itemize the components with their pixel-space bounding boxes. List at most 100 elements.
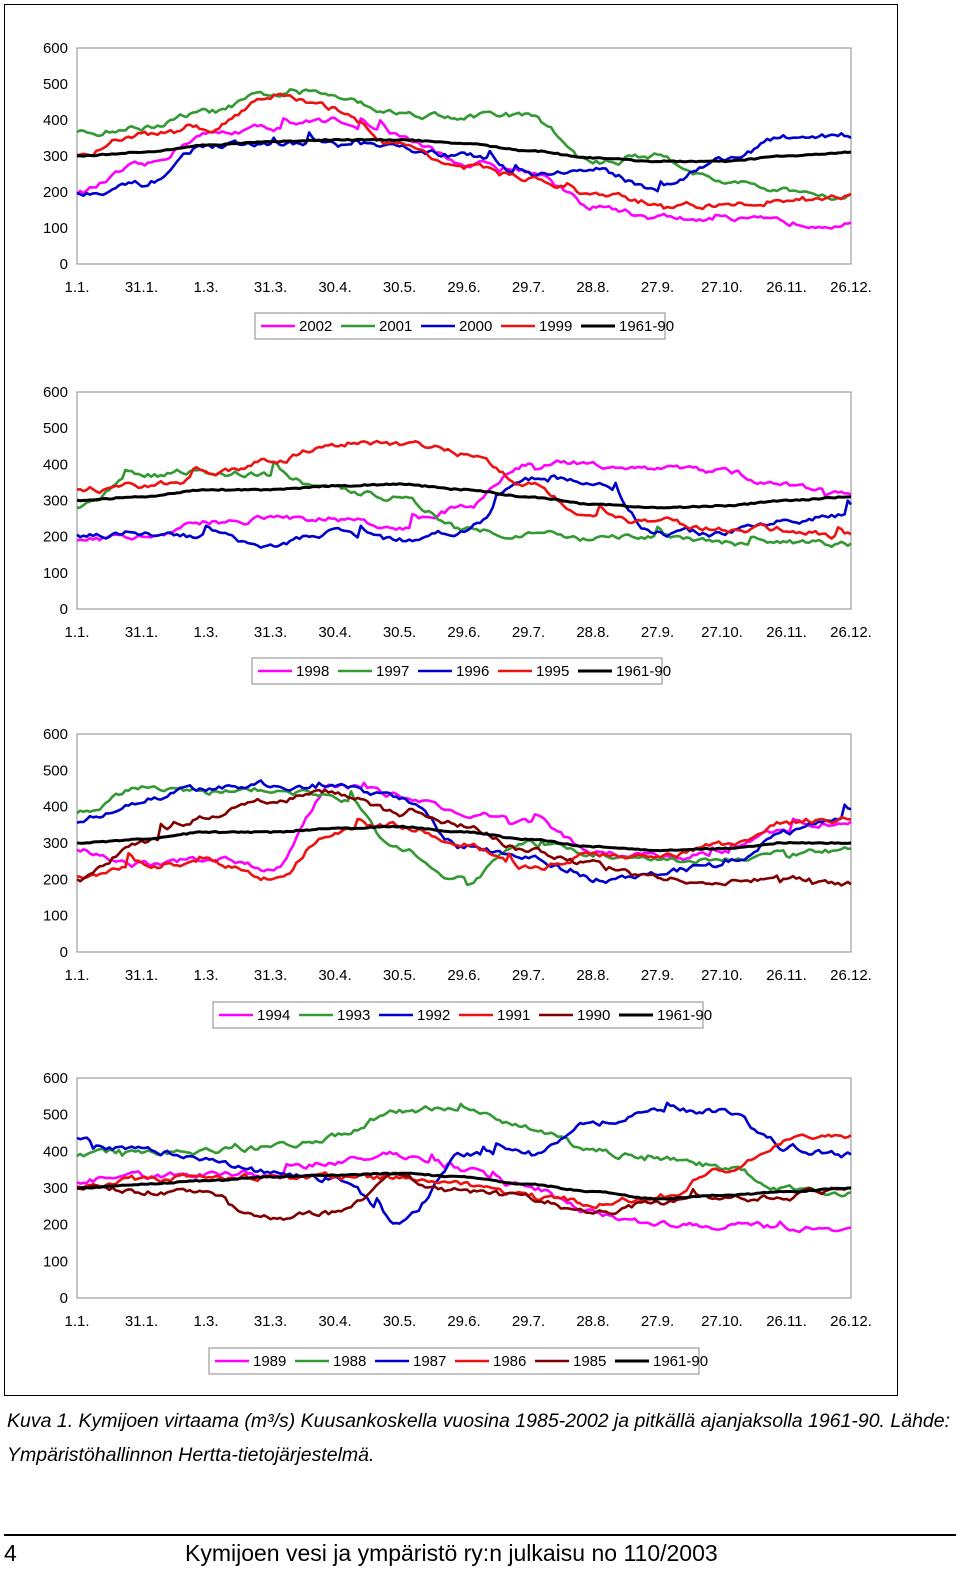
x-tick-label: 31.3. bbox=[254, 967, 287, 984]
series-line-1961-90 bbox=[76, 824, 852, 853]
x-tick-label: 28.8. bbox=[576, 279, 609, 296]
x-tick-label: 30.5. bbox=[383, 967, 416, 984]
series-line-1999 bbox=[76, 92, 852, 211]
x-tick-label: 26.11. bbox=[766, 967, 807, 984]
series-line-1991 bbox=[76, 815, 851, 882]
y-tick-label: 100 bbox=[43, 908, 68, 925]
x-tick-label: 31.3. bbox=[254, 279, 287, 296]
plot-area bbox=[76, 47, 852, 265]
y-tick-label: 100 bbox=[43, 220, 68, 237]
x-tick-label: 28.8. bbox=[576, 624, 609, 641]
legend-label: 1997 bbox=[376, 663, 409, 680]
series-line-1998 bbox=[76, 459, 852, 542]
legend-label: 1985 bbox=[573, 1353, 606, 1370]
x-tick-label: 30.4. bbox=[318, 624, 351, 641]
chart-1: 0 100 200 300 400 500 600 1.1. 31.1. 1.3. 31.3. 30.… bbox=[43, 40, 872, 340]
series-line-2001 bbox=[76, 88, 852, 201]
x-tick-label: 26.12. bbox=[830, 1313, 872, 1330]
y-tick-label: 200 bbox=[43, 1217, 68, 1234]
y-tick-label: 200 bbox=[43, 184, 68, 201]
y-tick-label: 400 bbox=[43, 112, 68, 129]
y-tick-label: 300 bbox=[43, 1180, 68, 1197]
x-tick-label: 27.10. bbox=[701, 624, 743, 641]
series-line-1989 bbox=[76, 1150, 852, 1234]
x-tick-label: 27.9. bbox=[641, 1313, 674, 1330]
legend-label: 1994 bbox=[257, 1007, 290, 1024]
series-line-1987 bbox=[76, 1101, 852, 1225]
y-tick-label: 500 bbox=[43, 420, 68, 437]
x-tick-label: 1.3. bbox=[193, 967, 218, 984]
x-tick-label: 29.6. bbox=[447, 279, 480, 296]
y-tick-label: 400 bbox=[43, 799, 68, 816]
series-line-1993 bbox=[76, 785, 852, 887]
y-tick-label: 600 bbox=[43, 726, 68, 743]
legend-label: 1999 bbox=[539, 318, 572, 335]
y-tick-label: 100 bbox=[43, 565, 68, 582]
legend-label: 2002 bbox=[299, 318, 332, 335]
x-tick-label: 30.5. bbox=[383, 1313, 416, 1330]
series-line-1961-90 bbox=[76, 1171, 852, 1201]
y-tick-label: 0 bbox=[60, 256, 68, 273]
x-tick-label: 29.7. bbox=[512, 967, 545, 984]
x-tick-label: 27.9. bbox=[641, 279, 674, 296]
legend-label: 1989 bbox=[253, 1353, 286, 1370]
x-tick-label: 1.1. bbox=[64, 1313, 89, 1330]
legend-label: 1961-90 bbox=[657, 1007, 712, 1024]
page-footer: 4 Kymijoen vesi ja ympäristö ry:n julkai… bbox=[0, 1538, 960, 1570]
series-line-1990 bbox=[76, 788, 852, 887]
legend-label: 1986 bbox=[493, 1353, 526, 1370]
figure-frame bbox=[4, 4, 898, 1396]
y-tick-label: 0 bbox=[60, 601, 68, 618]
x-tick-label: 29.6. bbox=[447, 967, 480, 984]
y-tick-label: 600 bbox=[43, 1070, 68, 1087]
legend-label: 2000 bbox=[459, 318, 492, 335]
legend-label: 1998 bbox=[296, 663, 329, 680]
x-tick-label: 1.3. bbox=[193, 279, 218, 296]
y-tick-label: 100 bbox=[43, 1253, 68, 1270]
x-tick-label: 26.11. bbox=[766, 279, 807, 296]
legend-label: 1987 bbox=[413, 1353, 446, 1370]
page-number: 4 bbox=[4, 1540, 17, 1566]
series-line-1996 bbox=[76, 474, 852, 549]
y-tick-label: 500 bbox=[43, 1107, 68, 1124]
series-line-1995 bbox=[76, 439, 852, 540]
x-tick-label: 29.7. bbox=[512, 279, 545, 296]
legend-label: 1991 bbox=[497, 1007, 530, 1024]
y-tick-label: 400 bbox=[43, 1143, 68, 1160]
legend: 1998 1997 1996 1995 1961-90 bbox=[251, 657, 671, 685]
y-tick-label: 500 bbox=[43, 76, 68, 93]
series-line-1985 bbox=[76, 1171, 852, 1221]
x-tick-label: 26.11. bbox=[766, 1313, 807, 1330]
x-tick-label: 30.5. bbox=[383, 279, 416, 296]
x-tick-label: 26.11. bbox=[766, 624, 807, 641]
legend-label: 1993 bbox=[337, 1007, 370, 1024]
chart-2: 0 100 200 300 400 500 600 1.1. 31.1. 1.3. 31.3. 30.… bbox=[43, 384, 872, 685]
x-tick-label: 30.4. bbox=[318, 279, 351, 296]
legend: 1989 1988 1987 1986 1985 1961-90 bbox=[208, 1347, 708, 1375]
legend-label: 1961-90 bbox=[653, 1353, 708, 1370]
plot-area bbox=[76, 1077, 852, 1299]
y-tick-label: 0 bbox=[60, 944, 68, 961]
y-tick-label: 400 bbox=[43, 456, 68, 473]
x-tick-label: 1.1. bbox=[64, 967, 89, 984]
y-tick-label: 600 bbox=[43, 384, 68, 401]
chart-3: 0 100 200 300 400 500 600 1.1. 31.1. 1.3. 31.3. 30.… bbox=[43, 726, 872, 1029]
x-tick-label: 1.3. bbox=[193, 1313, 218, 1330]
y-tick-label: 200 bbox=[43, 529, 68, 546]
y-tick-label: 300 bbox=[43, 148, 68, 165]
legend-label: 1961-90 bbox=[619, 318, 674, 335]
publication-title: Kymijoen vesi ja ympäristö ry:n julkaisu… bbox=[185, 1540, 718, 1566]
y-tick-label: 200 bbox=[43, 871, 68, 888]
y-tick-label: 0 bbox=[60, 1290, 68, 1307]
series-line-1994 bbox=[76, 781, 852, 873]
chart-4: 0 100 200 300 400 500 600 1.1. 31.1. 1.3. 31.3. 30.… bbox=[43, 1070, 872, 1375]
x-tick-label: 1.1. bbox=[64, 279, 89, 296]
x-tick-label: 29.7. bbox=[512, 1313, 545, 1330]
x-tick-label: 27.9. bbox=[641, 967, 674, 984]
x-tick-label: 28.8. bbox=[576, 1313, 609, 1330]
x-tick-label: 27.10. bbox=[701, 1313, 743, 1330]
charts-canvas: 0 100 200 300 400 500 600 1.1. 31.1. 1.3. 31.3. 30.… bbox=[43, 40, 872, 1375]
x-tick-label: 26.12. bbox=[830, 624, 872, 641]
y-tick-label: 500 bbox=[43, 762, 68, 779]
y-tick-label: 300 bbox=[43, 835, 68, 852]
